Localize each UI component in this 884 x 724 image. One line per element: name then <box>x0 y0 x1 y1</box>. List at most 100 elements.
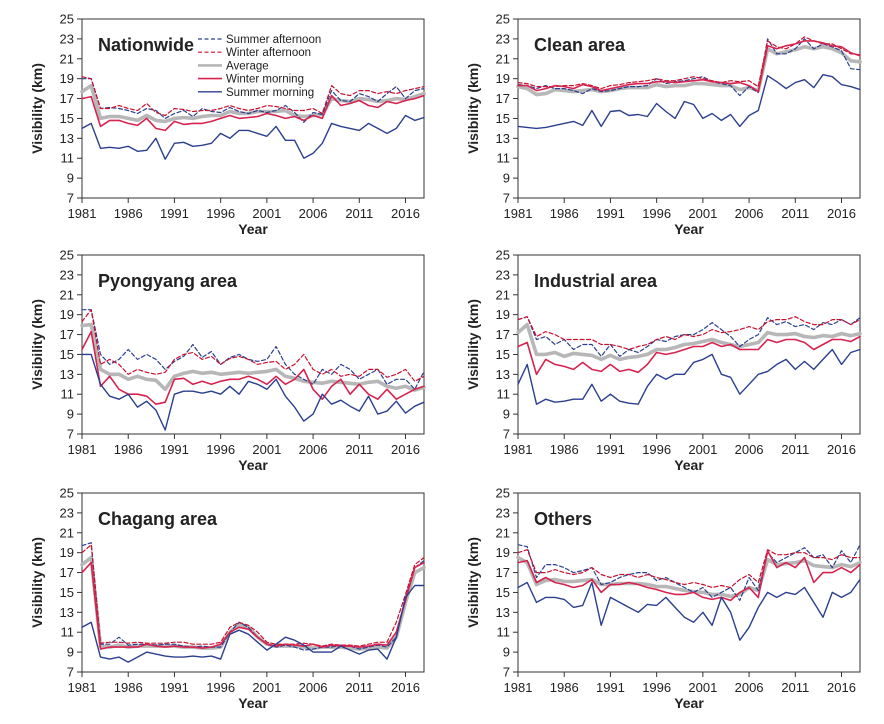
x-tick-label: 1981 <box>504 442 533 457</box>
x-tick-label: 2001 <box>252 206 281 221</box>
y-tick-label: 11 <box>61 387 75 402</box>
x-tick-label: 1991 <box>160 442 189 457</box>
y-tick-label: 7 <box>503 665 510 680</box>
y-tick-label: 21 <box>496 287 510 302</box>
x-tick-label: 2001 <box>252 442 281 457</box>
series-line-summer-afternoon <box>517 544 861 602</box>
legend-label-winter-afternoon: Winter afternoon <box>226 47 311 59</box>
x-tick-label: 2006 <box>299 442 328 457</box>
x-tick-label: 1986 <box>550 206 579 221</box>
y-tick-label: 25 <box>60 486 74 501</box>
y-axis-label: Visibility (km) <box>465 299 481 390</box>
x-tick-label: 1996 <box>206 680 235 695</box>
y-axis-label: Visibility (km) <box>465 537 481 628</box>
x-tick-label: 2011 <box>781 206 809 221</box>
legend-label-summer-morning: Summer morning <box>226 87 314 99</box>
y-axis-label: Visibility (km) <box>29 63 45 154</box>
x-tick-label: 2001 <box>252 680 281 695</box>
x-tick-label: 1991 <box>160 680 189 695</box>
series-line-winter-morning <box>81 561 425 650</box>
x-tick-label: 1996 <box>642 206 671 221</box>
x-tick-label: 1991 <box>596 680 625 695</box>
x-tick-label: 1996 <box>642 680 671 695</box>
panel-title: Pyongyang area <box>98 271 238 291</box>
series-line-winter-afternoon <box>81 309 425 382</box>
y-tick-label: 13 <box>496 131 510 146</box>
y-tick-label: 17 <box>60 327 74 342</box>
x-tick-label: 1996 <box>206 206 235 221</box>
x-tick-label: 2016 <box>827 442 856 457</box>
y-tick-label: 9 <box>67 171 74 186</box>
y-tick-label: 23 <box>60 505 74 520</box>
series-line-average <box>516 555 862 599</box>
series-line-summer-morning <box>81 114 425 160</box>
x-axis-label: Year <box>238 221 268 237</box>
y-tick-label: 17 <box>496 565 510 580</box>
y-tick-label: 13 <box>60 605 74 620</box>
x-tick-label: 1986 <box>550 680 579 695</box>
y-tick-label: 9 <box>503 171 510 186</box>
panel-title: Chagang area <box>98 509 218 529</box>
y-tick-label: 15 <box>60 585 74 600</box>
x-tick-label: 2016 <box>391 206 420 221</box>
series-line-average <box>80 83 426 124</box>
x-tick-label: 2016 <box>391 442 420 457</box>
series-line-average <box>516 322 862 362</box>
series-line-winter-morning <box>81 94 425 132</box>
series-line-summer-afternoon <box>81 309 425 390</box>
x-tick-label: 2011 <box>345 680 373 695</box>
series-line-summer-morning <box>517 73 861 130</box>
x-axis-label: Year <box>674 695 704 711</box>
plot-frame <box>81 18 425 199</box>
y-tick-label: 19 <box>496 71 510 86</box>
x-tick-label: 2006 <box>299 206 328 221</box>
x-axis-label: Year <box>238 695 268 711</box>
y-tick-label: 19 <box>496 545 510 560</box>
series-line-summer-morning <box>517 578 861 641</box>
x-tick-label: 1981 <box>68 680 97 695</box>
legend-label-winter-morning: Winter morning <box>226 74 304 86</box>
x-tick-label: 2001 <box>688 206 717 221</box>
x-tick-label: 1986 <box>550 442 579 457</box>
y-tick-label: 17 <box>60 565 74 580</box>
y-tick-label: 17 <box>496 327 510 342</box>
x-tick-label: 1991 <box>596 206 625 221</box>
y-tick-label: 17 <box>496 91 510 106</box>
y-tick-label: 11 <box>497 151 511 166</box>
y-tick-label: 11 <box>61 625 75 640</box>
x-tick-label: 1986 <box>114 680 143 695</box>
y-tick-label: 11 <box>497 625 511 640</box>
y-tick-label: 21 <box>496 51 510 66</box>
y-tick-label: 15 <box>496 585 510 600</box>
panel-chagang-area: 7 9 11 13 15 17 19 21 23 25 1981 1986 1991 1996 2001 20… <box>29 486 426 711</box>
y-tick-label: 15 <box>496 111 510 126</box>
x-tick-label: 2011 <box>781 680 809 695</box>
x-tick-label: 1991 <box>596 442 625 457</box>
y-tick-label: 25 <box>60 248 74 263</box>
panel-title: Others <box>534 509 592 529</box>
y-tick-label: 23 <box>60 267 74 282</box>
series-line-summer-afternoon <box>517 316 861 357</box>
series-line-winter-afternoon <box>517 316 861 351</box>
y-tick-label: 19 <box>60 71 74 86</box>
x-tick-label: 1986 <box>114 206 143 221</box>
y-tick-label: 25 <box>496 248 510 263</box>
y-tick-label: 13 <box>60 367 74 382</box>
x-tick-label: 2016 <box>827 680 856 695</box>
y-tick-label: 15 <box>496 347 510 362</box>
y-tick-label: 25 <box>496 12 510 27</box>
x-tick-label: 1981 <box>68 442 97 457</box>
y-tick-label: 11 <box>61 151 75 166</box>
y-tick-label: 9 <box>503 407 510 422</box>
y-tick-label: 7 <box>67 665 74 680</box>
y-tick-label: 23 <box>496 505 510 520</box>
panel-title: Industrial area <box>534 271 658 291</box>
x-tick-label: 2016 <box>391 680 420 695</box>
x-tick-label: 2011 <box>781 442 809 457</box>
series-line-winter-morning <box>517 40 861 93</box>
y-tick-label: 7 <box>67 191 74 206</box>
y-tick-label: 21 <box>60 51 74 66</box>
y-tick-label: 9 <box>503 645 510 660</box>
series-line-summer-morning <box>81 353 425 431</box>
